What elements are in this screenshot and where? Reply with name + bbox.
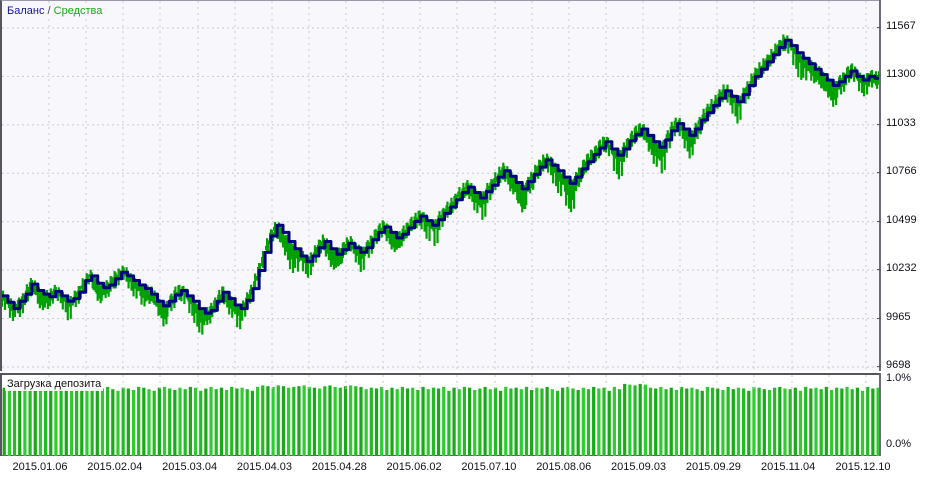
x-axis: 2015.01.06 2015.02.04 2015.03.04 2015.04.03… bbox=[0, 456, 930, 491]
x-axis-tick-label: 2015.04.28 bbox=[311, 461, 367, 473]
y-axis: 11567 11300 11033 10766 10499 10232 9965 9698 bbox=[877, 0, 930, 371]
x-axis-tick-label: 2015.12.10 bbox=[835, 461, 891, 473]
balance-equity-panel: Баланс / Средства bbox=[0, 0, 881, 372]
y-axis-tick-mark bbox=[877, 366, 881, 367]
y-axis-tick-mark bbox=[877, 172, 881, 174]
y-axis-tick-label: 11300 bbox=[886, 68, 916, 81]
y-axis-deposit-load: 1.0% 0.0% bbox=[879, 373, 930, 456]
y-axis-tick-mark bbox=[877, 220, 881, 222]
x-axis-tick-label: 2015.02.04 bbox=[87, 461, 143, 473]
y-axis-tick-label: 10499 bbox=[886, 213, 917, 226]
y-axis-tick-mark bbox=[877, 317, 881, 319]
y-axis-tick-label: 10232 bbox=[886, 262, 917, 275]
legend-separator: / bbox=[47, 5, 51, 17]
y-axis-tick-label: 9698 bbox=[886, 359, 911, 371]
x-axis-tick-label: 2015.01.06 bbox=[12, 461, 68, 473]
y-axis-tick-mark bbox=[877, 27, 881, 28]
chart-legend: Баланс / Средства bbox=[5, 4, 105, 18]
legend-equity-label: Средства bbox=[53, 5, 103, 17]
x-axis-tick-label: 2015.09.03 bbox=[611, 461, 667, 473]
y-axis-tick-label: 9965 bbox=[886, 310, 911, 323]
x-axis-tick-label: 2015.08.06 bbox=[536, 461, 592, 473]
y-axis-tick-mark bbox=[877, 123, 881, 125]
y-axis-tick-label: 11567 bbox=[886, 20, 916, 32]
y-axis-tick-label: 10766 bbox=[886, 165, 917, 178]
x-axis-tick-label: 2015.03.04 bbox=[162, 461, 218, 473]
balance-equity-plot bbox=[2, 1, 881, 372]
x-axis-tick-label: 2015.04.03 bbox=[236, 461, 292, 473]
y-axis-tick-label: 11033 bbox=[886, 116, 916, 129]
deposit-load-panel: Загрузка депозита bbox=[0, 373, 880, 457]
y-axis-tick-mark bbox=[877, 75, 881, 77]
x-axis-tick-label: 2015.06.02 bbox=[386, 461, 442, 473]
legend-balance-label: Баланс bbox=[7, 5, 45, 17]
x-axis-tick-label: 2015.11.04 bbox=[761, 461, 816, 473]
deposit-load-tick-label: 0.0% bbox=[886, 438, 912, 450]
deposit-load-legend: Загрузка депозита bbox=[5, 377, 104, 391]
deposit-load-plot bbox=[2, 375, 880, 457]
x-axis-tick-label: 2015.07.10 bbox=[461, 461, 517, 473]
x-axis-tick-label: 2015.09.29 bbox=[685, 461, 741, 473]
deposit-load-tick-label: 1.0% bbox=[886, 372, 912, 384]
y-axis-tick-mark bbox=[877, 269, 881, 271]
deposit-load-label: Загрузка депозита bbox=[7, 378, 102, 390]
